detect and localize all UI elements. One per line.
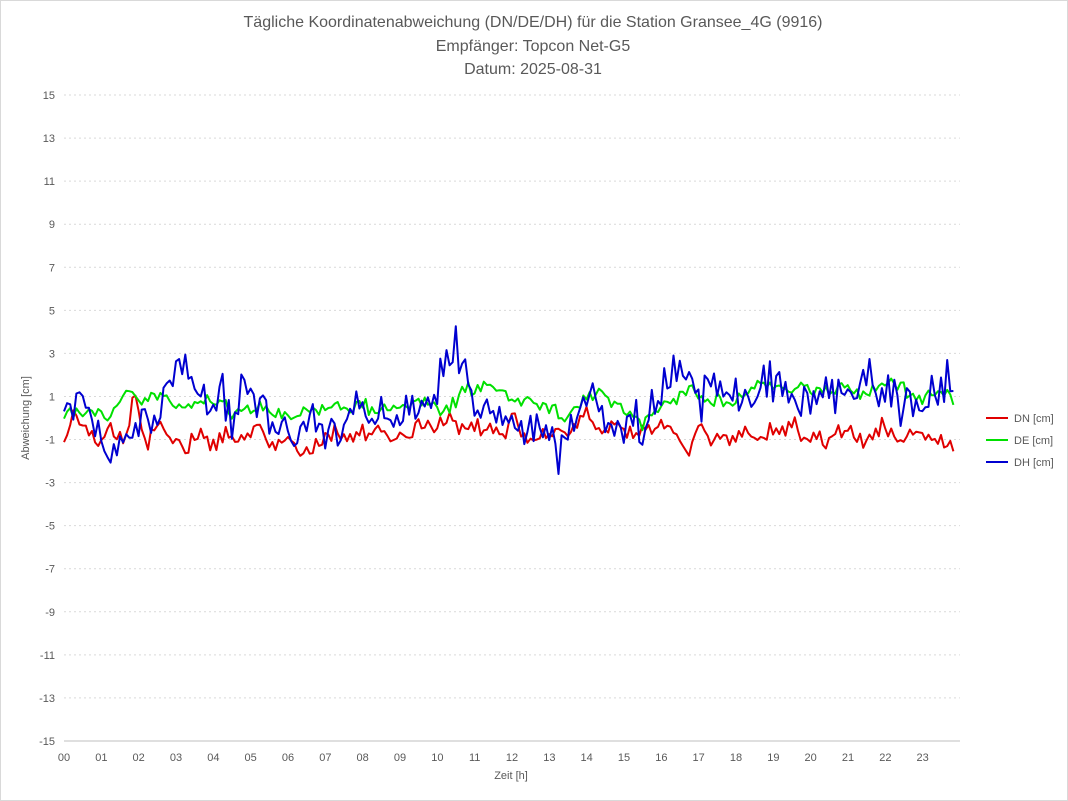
series-lines [63, 325, 955, 475]
x-tick-label: 01 [95, 752, 107, 764]
x-tick-label: 21 [842, 752, 854, 764]
y-axis-label: Abweichung [cm] [20, 376, 32, 460]
chart-subtitle-receiver: Empfänger: Topcon Net-G5 [436, 38, 631, 55]
y-tick-label: -9 [45, 607, 55, 619]
y-tick-label: 15 [43, 90, 55, 102]
x-tick-label: 20 [805, 752, 817, 764]
y-axis-ticks: 15 13 11 9 7 5 3 1 -1 -3 -5 -7 -9 -11 -13 -15 [39, 90, 55, 748]
series-line-2 [63, 325, 954, 475]
x-tick-label: 16 [655, 752, 667, 764]
gridlines [64, 94, 960, 742]
x-tick-label: 04 [207, 752, 219, 764]
x-axis-label: Zeit [h] [494, 770, 528, 782]
x-tick-label: 17 [693, 752, 705, 764]
y-tick-label: -1 [45, 435, 55, 447]
x-tick-label: 22 [879, 752, 891, 764]
chart-subtitle-date: Datum: 2025-08-31 [464, 61, 602, 78]
x-tick-label: 11 [469, 752, 480, 764]
y-tick-label: 11 [44, 176, 55, 188]
x-tick-label: 23 [917, 752, 929, 764]
series-line-1 [63, 377, 955, 432]
y-tick-label: 9 [49, 219, 55, 231]
y-tick-label: 1 [49, 391, 55, 403]
y-tick-label: -5 [45, 521, 55, 533]
x-tick-label: 14 [581, 752, 593, 764]
x-tick-label: 15 [618, 752, 630, 764]
y-tick-label: 3 [49, 348, 55, 360]
x-tick-label: 13 [543, 752, 555, 764]
x-tick-label: 10 [431, 752, 443, 764]
x-tick-label: 19 [767, 752, 779, 764]
y-tick-label: -3 [45, 478, 55, 490]
y-tick-label: -15 [39, 736, 55, 748]
y-tick-label: -7 [45, 564, 55, 576]
legend-label-0: DN [cm] [1014, 413, 1054, 425]
x-tick-label: 00 [58, 752, 70, 764]
y-tick-label: -11 [40, 650, 55, 662]
legend-label-2: DH [cm] [1014, 457, 1054, 469]
x-tick-label: 05 [245, 752, 257, 764]
legend-label-1: DE [cm] [1014, 435, 1053, 447]
x-tick-label: 12 [506, 752, 518, 764]
x-tick-label: 08 [357, 752, 369, 764]
x-tick-label: 02 [133, 752, 145, 764]
legend: DN [cm] DE [cm] DH [cm] [986, 413, 1054, 469]
x-tick-label: 18 [730, 752, 742, 764]
x-tick-label: 09 [394, 752, 406, 764]
x-tick-label: 06 [282, 752, 294, 764]
x-axis-ticks: 00 01 02 03 04 05 06 07 08 09 10 11 12 13 14 15 16 17 18 19… [58, 752, 929, 764]
x-tick-label: 03 [170, 752, 182, 764]
y-tick-label: 7 [49, 262, 55, 274]
x-tick-label: 07 [319, 752, 331, 764]
series-line-0 [63, 394, 955, 457]
y-tick-label: 13 [43, 133, 55, 145]
chart-title: Tägliche Koordinatenabweichung (DN/DE/DH… [244, 14, 823, 31]
y-tick-label: -13 [39, 693, 55, 705]
y-tick-label: 5 [49, 305, 55, 317]
